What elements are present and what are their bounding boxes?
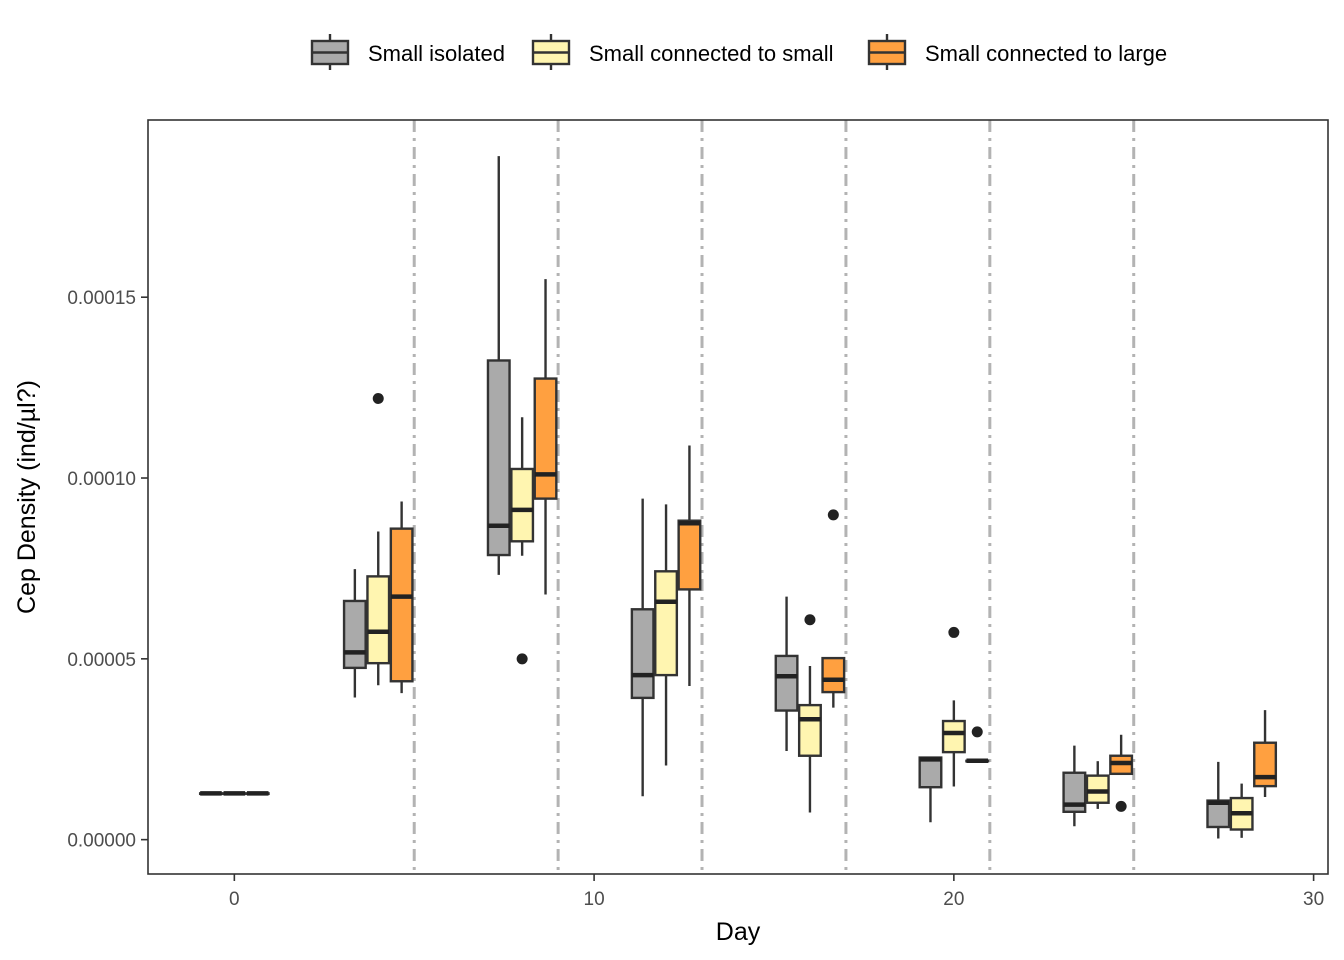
box [774, 654, 799, 712]
box [1062, 771, 1087, 813]
x-tick-label: 30 [1303, 889, 1324, 910]
box-series [198, 156, 1278, 839]
series-group [222, 392, 1254, 838]
series-group [245, 279, 1278, 812]
legend-label: Small isolated [368, 41, 505, 66]
box [533, 377, 558, 500]
box [1253, 741, 1278, 788]
outlier-point [1115, 800, 1127, 812]
x-tick-label: 10 [584, 889, 605, 910]
plot-panel-border [147, 119, 1329, 875]
x-tick-label: 20 [943, 889, 964, 910]
box [1085, 774, 1110, 804]
x-tick-label: 0 [229, 889, 240, 910]
outlier-point [971, 726, 983, 738]
box [941, 719, 966, 754]
y-tick-label: 0.00005 [67, 650, 136, 671]
outlier-point [948, 626, 960, 638]
legend: Small isolated Small connected to small Sm… [310, 34, 1167, 70]
legend-item: Small connected to small [531, 34, 834, 70]
box [630, 608, 655, 700]
box [797, 703, 822, 757]
legend-label: Small connected to small [589, 41, 834, 66]
outlier-point [804, 614, 816, 626]
box [654, 570, 679, 677]
box [821, 656, 846, 694]
box [366, 575, 391, 665]
box [510, 467, 535, 543]
box [486, 359, 511, 557]
legend-item: Small isolated [310, 34, 505, 70]
y-tick-label: 0.00015 [67, 288, 136, 309]
outlier-point [827, 509, 839, 521]
box [677, 519, 702, 591]
box [918, 756, 943, 789]
y-tick-label: 0.00000 [67, 831, 136, 852]
y-axis-title: Cep Density (ind/µl?) [13, 380, 41, 614]
reference-lines [412, 120, 1136, 874]
legend-item: Small connected to large [867, 34, 1167, 70]
x-axis-title: Day [716, 918, 761, 946]
outlier-point [516, 653, 528, 665]
legend-label: Small connected to large [925, 41, 1167, 66]
y-tick-label: 0.00010 [67, 469, 136, 490]
series-group [198, 156, 1231, 839]
box [389, 527, 414, 683]
outlier-point [372, 392, 384, 404]
y-axis: 0.00000 0.00005 0.00010 0.00015 [67, 288, 148, 852]
x-axis: 0 10 20 30 [229, 874, 1324, 910]
box [342, 599, 367, 670]
